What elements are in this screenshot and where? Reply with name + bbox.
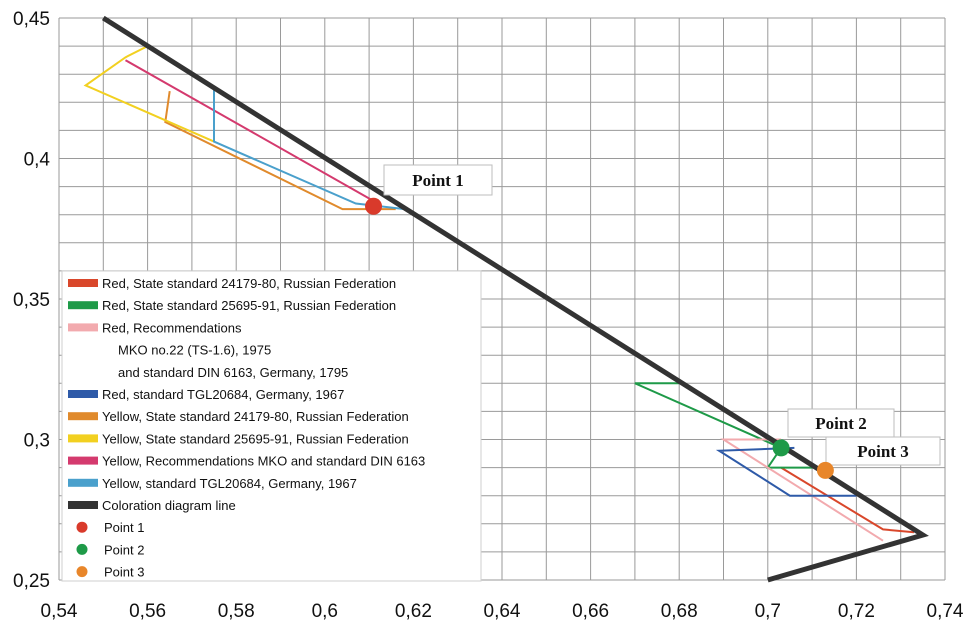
legend-swatch (68, 434, 98, 443)
legend-entry-text: Red, Recommendations (102, 320, 242, 335)
legend-box (61, 270, 482, 582)
legend-entry-text: Red, State standard 25695-91, Russian Fe… (102, 298, 396, 313)
x-tick-label: 0,58 (218, 601, 255, 622)
x-tick-label: 0,56 (129, 601, 166, 622)
legend-swatch (68, 456, 98, 465)
point-callouts: Point 1 Point 2 Point 3 (383, 164, 941, 466)
legend-dot (76, 543, 88, 555)
legend-dot (76, 566, 88, 578)
legend-entry-text: Yellow, State standard 25695-91, Russian… (102, 431, 409, 446)
point-callout-label: Point 3 (857, 442, 908, 461)
x-tick-label: 0,62 (395, 601, 432, 622)
legend-swatch (68, 301, 98, 310)
point-marker (772, 439, 790, 457)
point-callout-box (825, 436, 941, 466)
x-tick-label: 0,64 (484, 601, 521, 622)
series-line-4 (715, 446, 857, 497)
x-tick-label: 0,6 (312, 601, 338, 622)
point-marker (816, 461, 834, 479)
legend-swatch (68, 501, 98, 509)
grid-lines (58, 17, 946, 581)
x-tick-label: 0,74 (927, 601, 964, 622)
y-tick-label: 0,45 (13, 9, 50, 30)
legend-entry-text: and standard DIN 6163, Germany, 1795 (118, 365, 348, 380)
y-tick-label: 0,25 (13, 571, 50, 592)
point-callout-label: Point 1 (412, 171, 463, 190)
series-line-9 (101, 15, 929, 583)
point-markers (365, 197, 834, 479)
legend-entry-text: Point 1 (104, 520, 144, 535)
point-callout-box (787, 408, 895, 438)
legend-swatch (68, 279, 98, 287)
point-callout-label: Point 2 (815, 414, 866, 433)
legend-entry-text: Point 3 (104, 565, 144, 580)
legend-swatch (68, 390, 98, 398)
x-tick-label: 0,68 (661, 601, 698, 622)
y-tick-label: 0,3 (24, 431, 50, 452)
x-tick-label: 0,54 (41, 601, 78, 622)
legend-entry-text: Yellow, standard TGL20684, Germany, 1967 (102, 476, 357, 491)
series-line-6 (83, 45, 215, 143)
y-tick-label: 0,35 (13, 290, 50, 311)
legend-entry-text: Yellow, State standard 24179-80, Russian… (102, 409, 409, 424)
tick-labels: 0,54 0,56 0,58 0,6 0,62 0,64 0,66 0,68 0,7 0,72 0,… (13, 9, 964, 622)
series-line-7 (125, 59, 379, 205)
series-line-1 (780, 466, 915, 534)
legend: Red, State standard 24179-80, Russian Fe… (61, 270, 482, 582)
legend-entry-text: Coloration diagram line (102, 498, 236, 513)
legend-dot (76, 521, 88, 533)
legend-entry-text: Point 2 (104, 542, 144, 557)
legend-entry-text: Red, standard TGL20684, Germany, 1967 (102, 387, 344, 402)
legend-entry-text: MKO no.22 (TS-1.6), 1975 (118, 343, 271, 358)
x-tick-label: 0,72 (838, 601, 875, 622)
point-callout-box (383, 164, 493, 196)
y-tick-label: 0,4 (24, 150, 51, 171)
legend-swatch (68, 412, 98, 421)
legend-swatch (68, 323, 98, 332)
series-line-3 (720, 438, 884, 542)
point-marker (365, 197, 383, 215)
x-tick-label: 0,66 (572, 601, 609, 622)
x-tick-label: 0,7 (755, 601, 781, 622)
legend-swatch (68, 478, 98, 487)
legend-entry-text: Red, State standard 24179-80, Russian Fe… (102, 276, 396, 291)
legend-entry-text: Yellow, Recommendations MKO and standard… (102, 454, 425, 469)
